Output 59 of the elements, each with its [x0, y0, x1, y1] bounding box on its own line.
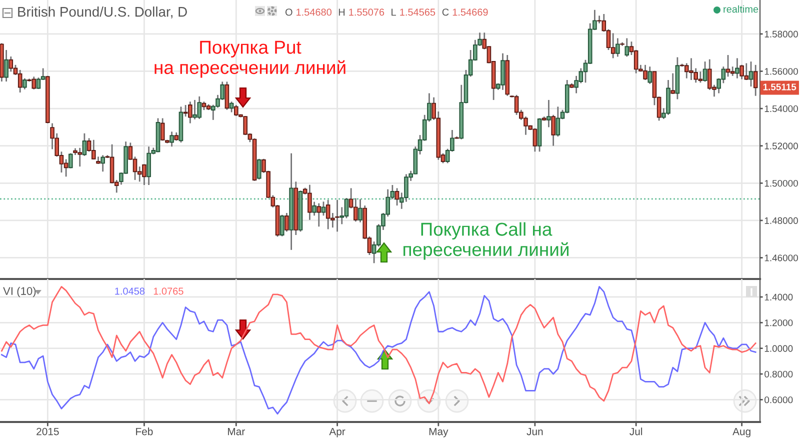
- y-tick-label: 1.0000: [764, 345, 793, 352]
- x-tick-label: Jun: [526, 428, 543, 436]
- candlestick: [556, 106, 560, 138]
- chart-title: British Pound/U.S. Dollar, D: [18, 6, 187, 18]
- candlestick: [18, 69, 22, 94]
- candlestick: [256, 158, 262, 180]
- candlestick: [730, 66, 735, 77]
- annotation: Покупка Put на пересечении линий: [154, 40, 346, 78]
- candlestick: [670, 72, 675, 95]
- candlestick: [280, 214, 284, 237]
- candlestick: [394, 187, 400, 206]
- candlestick: [4, 49, 8, 82]
- annotation: realtime: [724, 5, 758, 13]
- y-tick-label: 1.50000: [764, 180, 798, 187]
- annotation: Покупка Call на пересечении линий: [404, 222, 568, 260]
- x-tick-label: 2015: [36, 428, 59, 436]
- candlestick: [82, 132, 87, 157]
- candlestick: [8, 56, 14, 72]
- x-tick-label: Mar: [228, 428, 245, 436]
- candlestick: [546, 99, 551, 128]
- candlestick: [22, 78, 27, 90]
- text: VI (10): [3, 286, 36, 298]
- y-tick-label: 0.8000: [764, 370, 793, 378]
- x-tick-label: Jul: [630, 428, 642, 436]
- x-tick-label: May: [429, 428, 448, 438]
- candlestick: [224, 80, 230, 111]
- candlestick: [36, 76, 41, 90]
- candlestick: [316, 202, 322, 228]
- y-tick-label: 1.46000: [764, 254, 798, 262]
- y-tick-label: 1.56000: [764, 68, 798, 75]
- candlestick: [100, 154, 105, 172]
- y-tick-label: 1.54000: [764, 105, 798, 112]
- x-tick-label: Aug: [732, 428, 750, 438]
- text: 1.0765: [154, 288, 184, 295]
- y-tick-label: 1.48000: [764, 217, 798, 224]
- candlestick: [321, 200, 326, 216]
- x-tick-label: Feb: [136, 428, 153, 436]
- candlestick: [284, 212, 289, 232]
- candlestick: [64, 158, 68, 178]
- candlestick: [229, 100, 234, 113]
- text: 1.0458: [115, 288, 145, 295]
- y-tick-label: 1.2000: [764, 319, 793, 326]
- candlestick: [735, 57, 740, 80]
- candlestick: [748, 60, 754, 88]
- candlestick: [358, 198, 362, 223]
- y-tick-label: 0.6000: [764, 396, 793, 404]
- y-tick-label: 1.4000: [764, 294, 793, 300]
- x-tick-label: Apr: [329, 428, 346, 438]
- candlestick: [702, 60, 708, 82]
- y-tick-label: 1.52000: [764, 142, 798, 150]
- candlestick: [624, 38, 630, 58]
- text: O 1.54680 H 1.55076 L 1.54565 C 1.54669: [285, 8, 488, 16]
- candlestick: [726, 54, 730, 78]
- candlestick: [648, 66, 652, 85]
- candlestick: [610, 32, 616, 59]
- candlestick: [753, 64, 758, 97]
- y-tick-label: 1.58000: [764, 30, 798, 38]
- annotation: 1.55115: [763, 84, 796, 90]
- candlestick: [170, 130, 174, 148]
